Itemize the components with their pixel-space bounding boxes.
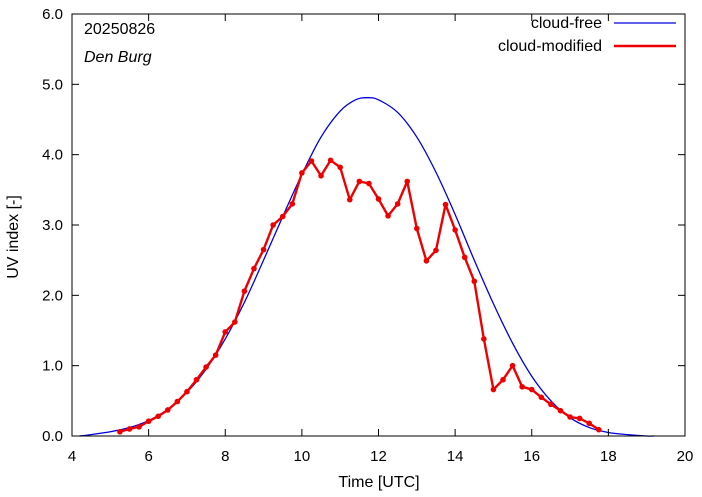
data-point-cloud-modified (442, 201, 449, 208)
data-point-cloud-modified (251, 265, 257, 272)
x-tick-label: 6 (144, 448, 152, 465)
data-point-cloud-modified (366, 180, 372, 187)
x-tick-label: 20 (677, 448, 694, 465)
y-tick-label: 2.0 (42, 287, 63, 304)
data-point-cloud-modified (567, 414, 573, 420)
x-tick-label: 18 (600, 448, 617, 465)
y-tick-label: 1.0 (42, 358, 63, 375)
x-tick-label: 10 (294, 448, 311, 465)
y-tick-label: 0.0 (42, 428, 63, 445)
data-point-cloud-modified (193, 376, 200, 383)
data-point-cloud-modified (375, 196, 382, 202)
data-point-cloud-modified (299, 170, 305, 176)
data-point-cloud-modified (174, 398, 181, 405)
date-annotation: 20250826 (84, 21, 155, 38)
y-tick-label: 4.0 (42, 147, 63, 164)
data-point-cloud-modified (385, 213, 391, 219)
data-point-cloud-modified (184, 388, 190, 395)
x-tick-label: 12 (370, 448, 387, 465)
plot-content (79, 97, 655, 437)
data-point-cloud-modified (212, 352, 219, 358)
data-point-cloud-modified (461, 254, 468, 261)
y-tick-label: 3.0 (42, 217, 63, 234)
data-point-cloud-modified (404, 178, 411, 185)
data-point-cloud-modified (279, 213, 286, 220)
data-point-cloud-modified (222, 329, 229, 335)
data-point-cloud-modified (433, 247, 439, 254)
data-point-cloud-modified (270, 222, 276, 228)
x-tick-label: 16 (523, 448, 540, 465)
data-point-cloud-modified (327, 157, 334, 164)
data-point-cloud-modified (155, 413, 162, 420)
data-point-cloud-modified (500, 376, 506, 383)
data-point-cloud-modified (595, 426, 602, 433)
data-point-cloud-modified (548, 401, 554, 408)
data-point-cloud-modified (586, 420, 593, 427)
x-tick-label: 4 (68, 448, 76, 465)
data-point-cloud-modified (145, 418, 152, 425)
data-point-cloud-modified (241, 288, 248, 294)
data-point-cloud-modified (337, 164, 343, 171)
data-point-cloud-modified (519, 383, 525, 390)
legend-label-cloud-modified: cloud-modified (498, 38, 602, 55)
data-point-cloud-modified (576, 415, 583, 422)
data-point-cloud-modified (481, 336, 487, 342)
data-point-cloud-modified (414, 225, 420, 232)
data-point-cloud-modified (260, 246, 267, 253)
data-point-cloud-modified (126, 426, 133, 432)
data-point-cloud-modified (356, 178, 363, 185)
data-point-cloud-modified (509, 362, 516, 369)
data-point-cloud-modified (308, 158, 315, 164)
y-tick-label: 5.0 (42, 76, 63, 93)
x-axis-label: Time [UTC] (338, 474, 419, 491)
x-tick-label: 14 (447, 448, 464, 465)
data-point-cloud-modified (289, 201, 296, 207)
data-point-cloud-modified (557, 407, 564, 414)
data-point-cloud-modified (490, 386, 497, 393)
data-point-cloud-modified (538, 394, 545, 401)
axis-ticks: 4 6 8 10 12 14 16 18 20 0.0 1.0 2.0 3.0 4.0 5.0 6.0 (42, 6, 693, 465)
data-point-cloud-modified (528, 386, 535, 393)
data-point-cloud-modified (423, 258, 430, 264)
legend-label-cloud-free: cloud-free (531, 15, 602, 32)
data-point-cloud-modified (394, 201, 401, 207)
data-point-cloud-modified (346, 196, 353, 203)
data-point-cloud-modified (452, 227, 458, 233)
data-point-cloud-modified (136, 424, 142, 430)
data-point-cloud-modified (203, 364, 209, 370)
data-point-cloud-modified (164, 407, 171, 413)
data-point-cloud-modified (232, 319, 238, 325)
x-tick-label: 8 (221, 448, 229, 465)
data-point-cloud-modified (318, 172, 324, 179)
data-point-cloud-modified (471, 278, 478, 285)
y-tick-label: 6.0 (42, 6, 63, 23)
station-annotation: Den Burg (84, 49, 152, 66)
legend: cloud-free cloud-modified (498, 15, 676, 55)
data-point-cloud-modified (117, 428, 123, 435)
y-axis-label: UV index [-] (5, 195, 22, 279)
